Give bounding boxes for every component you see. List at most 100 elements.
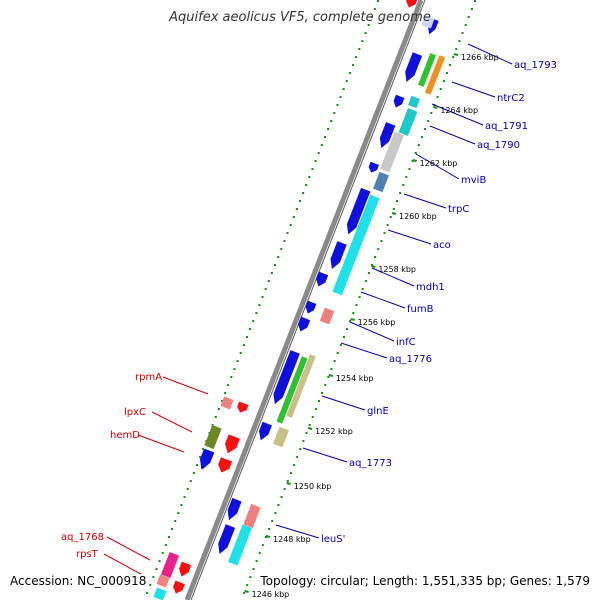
inner-ring-dot — [367, 24, 370, 26]
outer-ring-dot — [377, 248, 380, 250]
gene-feature-left — [237, 401, 249, 413]
outer-ring-dot — [392, 208, 395, 210]
scale-tick-mark — [265, 535, 271, 538]
gene-arrow-inner-shape — [368, 161, 380, 173]
inner-ring-dot — [308, 176, 311, 178]
inner-ring-dot — [336, 104, 339, 106]
inner-ring-dot — [292, 216, 295, 218]
leader-line-aq_1773 — [302, 447, 348, 463]
gene-feature-left-shape — [156, 574, 170, 588]
gene-arrow-inner — [316, 271, 329, 287]
inner-ring-dot — [333, 112, 336, 114]
gene-label-aq_1790: aq_1790 — [477, 140, 520, 151]
gene-label-aq_1791: aq_1791 — [485, 121, 528, 132]
leader-line-mviB — [415, 153, 460, 180]
outer-ring-dot — [399, 192, 402, 194]
outer-ring-dot — [289, 472, 292, 474]
inner-ring-dot — [146, 592, 149, 594]
leader-line-aq_1790 — [429, 125, 476, 145]
gene-box-outer — [243, 503, 261, 529]
outer-ring-dot — [396, 200, 398, 202]
gene-box-outer-shape — [273, 426, 289, 448]
gene-feature-left-shape — [153, 587, 167, 600]
inner-ring-dot — [311, 168, 314, 170]
inner-ring-dot — [189, 480, 192, 482]
scale-tick-label: 1252 kbp — [315, 427, 353, 436]
gene-label-trpC: trpC — [448, 204, 469, 215]
gene-arrow-inner — [305, 300, 317, 314]
gene-feature-left — [160, 552, 180, 578]
scale-tick-mark — [412, 159, 417, 162]
inner-ring-dot — [152, 576, 155, 578]
gene-box-outer-shape — [276, 356, 308, 424]
gene-feature-left — [225, 434, 240, 454]
outer-ring-dot — [346, 328, 349, 330]
inner-ring-dot — [224, 392, 227, 394]
inner-ring-dot — [202, 448, 205, 450]
gene-box-outer — [332, 194, 380, 296]
accession-text: Accession: NC_000918 — [8, 574, 149, 588]
gene-label-aq_1793: aq_1793 — [514, 60, 557, 71]
inner-ring-dot — [239, 352, 242, 354]
outer-ring-dot — [436, 96, 439, 98]
gene-box-outer-shape — [424, 55, 446, 95]
leader-line-aq_1791 — [431, 103, 484, 126]
topology-text: Topology: circular; Length: 1,551,335 bp… — [258, 574, 592, 588]
gene-box-outer-shape — [407, 95, 421, 109]
scale-tick-label: 1256 kbp — [358, 318, 396, 327]
leader-line-mdh1 — [371, 267, 415, 287]
outer-ring-dot — [243, 592, 246, 594]
gene-features — [153, 0, 446, 600]
leader-line-leuS' — [275, 524, 320, 539]
gene-box-outer-shape — [373, 171, 389, 193]
gene-arrow-inner — [227, 497, 242, 521]
genome-backbone — [184, 0, 424, 600]
gene-box-outer-shape — [286, 354, 316, 418]
gene-feature-left-shape — [179, 561, 192, 577]
outer-ring-dot — [305, 432, 308, 434]
outer-ring-dot — [383, 232, 386, 234]
gene-label-ntrC2: ntrC2 — [497, 93, 525, 104]
scale-tick-mark — [328, 374, 334, 377]
scale-tick-mark — [371, 265, 376, 268]
gene-box-outer-shape — [319, 307, 335, 325]
gene-arrow-inner — [330, 241, 347, 270]
scale-ticks: 1266 kbp 1264 kbp 1262 kbp 1260 kbp 1258 kbp… — [244, 53, 499, 599]
inner-ring-dot — [199, 456, 202, 458]
leader-line-hemD — [137, 434, 185, 453]
outer-ring-dot — [308, 424, 311, 426]
gene-feature-left — [204, 424, 222, 450]
leader-line-ntrC2 — [451, 81, 496, 98]
outer-ring-dot — [252, 568, 255, 570]
gene-arrow-inner — [379, 122, 396, 149]
gene-arrow-inner-shape — [273, 350, 300, 405]
gene-label-glnE: glnE — [367, 406, 389, 417]
outer-ring-dot — [361, 288, 364, 290]
inner-dotted-ring — [146, 0, 379, 594]
outer-ring-dot — [470, 8, 473, 10]
outer-ring-dot — [299, 448, 302, 450]
scale-tick-mark — [244, 590, 249, 593]
inner-ring-dot — [177, 512, 180, 514]
scale-tick-label: 1248 kbp — [273, 535, 311, 544]
leader-line-trpC — [403, 193, 447, 209]
gene-box-outer-shape — [398, 108, 418, 136]
scale-tick-label: 1250 kbp — [294, 482, 332, 491]
inner-ring-dot — [255, 312, 258, 314]
gene-feature-left-shape — [200, 448, 215, 470]
outer-ring-dot — [280, 496, 283, 498]
gene-box-outer — [418, 53, 436, 87]
outer-ring-dot — [293, 464, 296, 466]
leader-line-aq_1768 — [106, 536, 151, 561]
gene-arrow-inner-shape — [218, 524, 236, 554]
inner-ring-dot — [186, 488, 189, 490]
inner-ring-dot — [192, 472, 195, 474]
outer-ring-dot — [442, 80, 445, 82]
outer-ring-dot — [439, 88, 442, 90]
inner-ring-dot — [183, 496, 186, 498]
outer-ring-dot — [402, 184, 405, 186]
gene-arrow-inner-shape — [405, 52, 423, 82]
inner-ring-dot — [348, 72, 351, 74]
outer-ring-dot — [464, 24, 467, 26]
outer-ring-dot — [286, 480, 289, 482]
